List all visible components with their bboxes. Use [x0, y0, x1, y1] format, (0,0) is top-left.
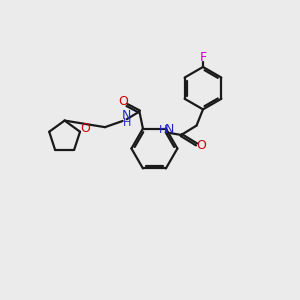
Text: F: F	[200, 51, 207, 64]
Text: H: H	[159, 125, 167, 135]
Text: O: O	[80, 122, 90, 135]
Text: O: O	[118, 95, 128, 108]
Text: O: O	[196, 140, 206, 152]
Text: H: H	[123, 118, 131, 128]
Text: N: N	[122, 110, 131, 122]
Text: N: N	[165, 124, 174, 136]
